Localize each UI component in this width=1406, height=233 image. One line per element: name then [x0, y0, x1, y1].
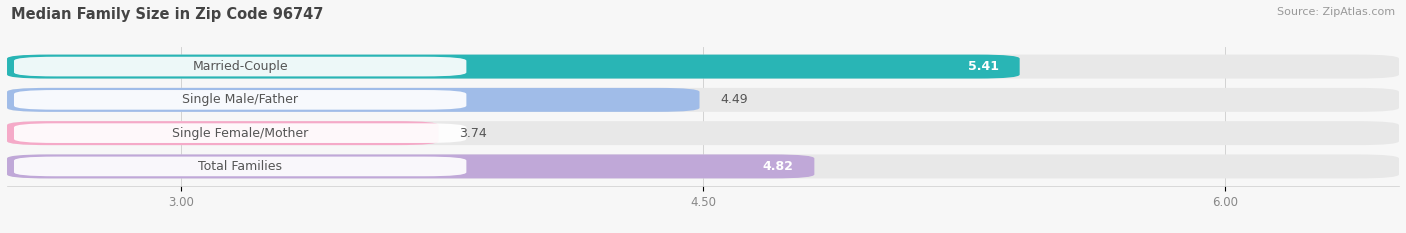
FancyBboxPatch shape	[14, 57, 467, 76]
FancyBboxPatch shape	[7, 154, 1399, 178]
FancyBboxPatch shape	[7, 55, 1019, 79]
FancyBboxPatch shape	[14, 157, 467, 176]
FancyBboxPatch shape	[14, 90, 467, 110]
FancyBboxPatch shape	[7, 88, 1399, 112]
Text: Married-Couple: Married-Couple	[193, 60, 288, 73]
FancyBboxPatch shape	[7, 154, 814, 178]
Text: Total Families: Total Families	[198, 160, 283, 173]
FancyBboxPatch shape	[14, 123, 467, 143]
Text: 5.41: 5.41	[967, 60, 998, 73]
FancyBboxPatch shape	[7, 121, 1399, 145]
FancyBboxPatch shape	[7, 121, 439, 145]
Text: Median Family Size in Zip Code 96747: Median Family Size in Zip Code 96747	[11, 7, 323, 22]
Text: 4.49: 4.49	[720, 93, 748, 106]
Text: Single Male/Father: Single Male/Father	[183, 93, 298, 106]
Text: 4.82: 4.82	[762, 160, 793, 173]
Text: 3.74: 3.74	[460, 127, 486, 140]
Text: Source: ZipAtlas.com: Source: ZipAtlas.com	[1277, 7, 1395, 17]
FancyBboxPatch shape	[7, 88, 700, 112]
FancyBboxPatch shape	[7, 55, 1399, 79]
Text: Single Female/Mother: Single Female/Mother	[172, 127, 308, 140]
